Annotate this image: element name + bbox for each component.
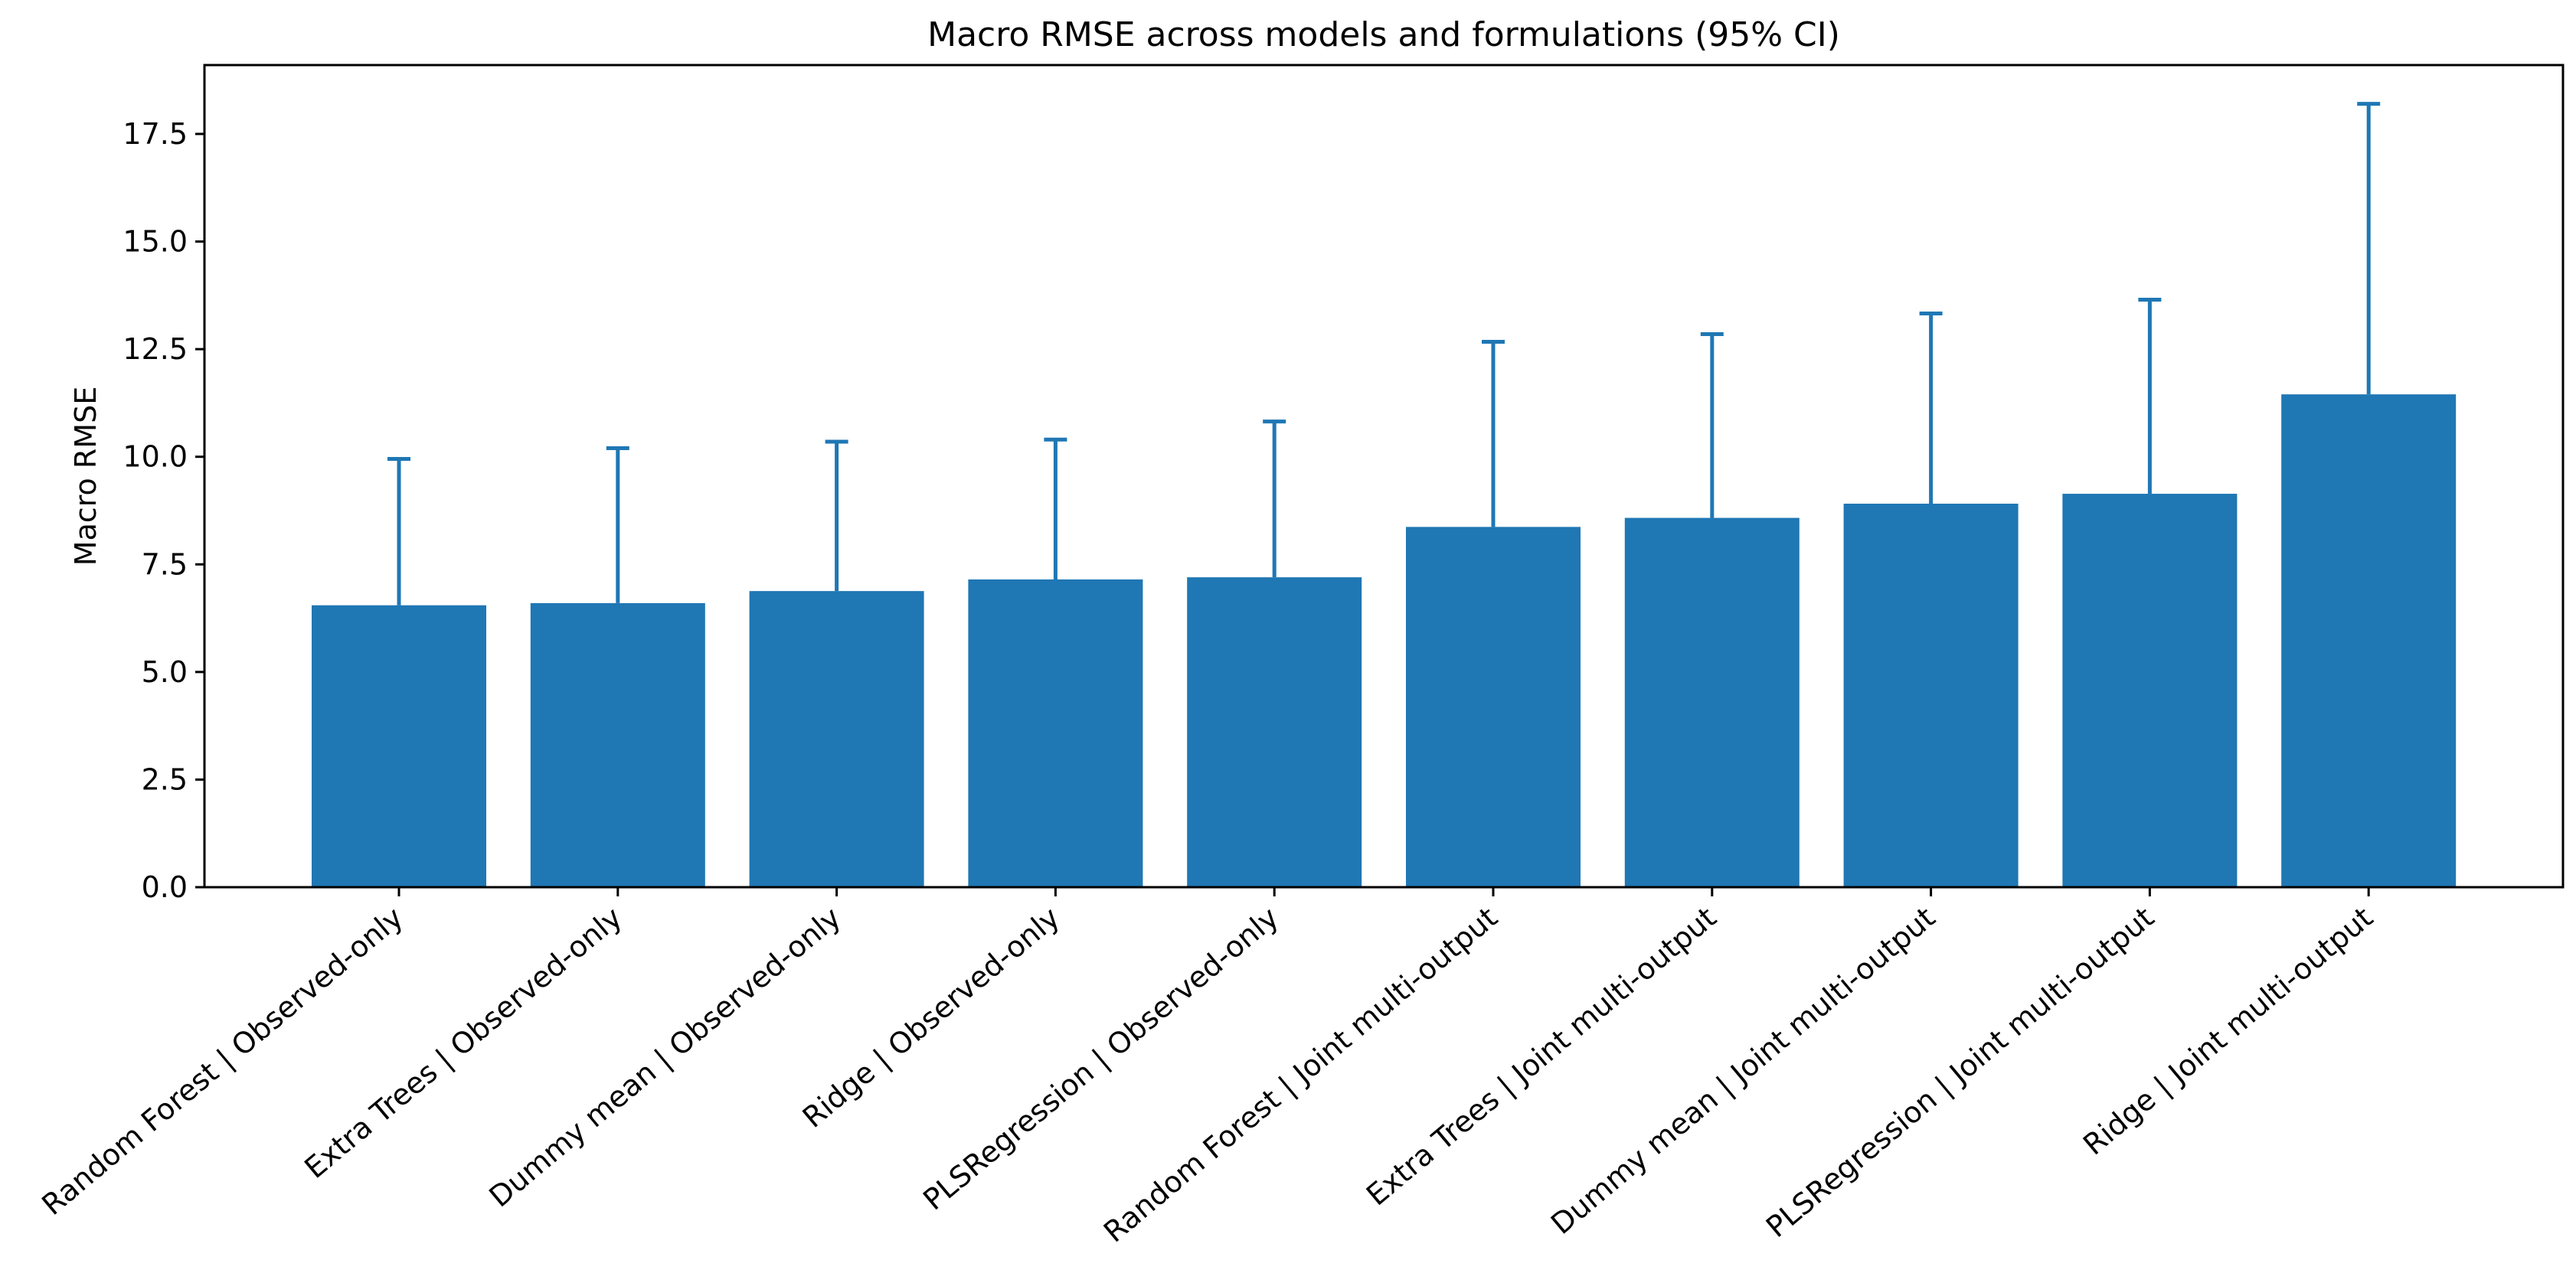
x-tick-label: Extra Trees | Joint multi-output xyxy=(1360,900,1723,1213)
y-tick-label: 15.0 xyxy=(123,225,188,259)
x-tick-label: Dummy mean | Observed-only xyxy=(483,900,848,1214)
bar xyxy=(1624,517,1800,887)
y-tick-label: 10.0 xyxy=(123,440,188,474)
y-axis: 0.0 2.5 5.0 7.5 10.0 12.5 15.0 17.5 xyxy=(123,117,204,904)
x-tick-label: PLSRegression | Joint multi-output xyxy=(1760,900,2161,1245)
bars-layer xyxy=(312,394,2457,887)
bar xyxy=(1406,527,1581,887)
y-tick-label: 2.5 xyxy=(142,762,188,796)
bar xyxy=(1187,577,1362,887)
y-axis-label: Macro RMSE xyxy=(69,387,103,566)
bar xyxy=(2062,494,2238,887)
bar xyxy=(2281,394,2457,887)
y-tick-label: 17.5 xyxy=(123,117,188,151)
x-tick-label: PLSRegression | Observed-only xyxy=(917,900,1285,1217)
x-tick-label: Random Forest | Joint multi-output xyxy=(1097,900,1504,1249)
y-tick-label: 0.0 xyxy=(142,870,188,904)
y-tick-label: 5.0 xyxy=(142,655,188,689)
bar xyxy=(1843,503,2019,887)
bar xyxy=(530,602,705,887)
bar xyxy=(968,579,1143,887)
x-tick-label: Random Forest | Observed-only xyxy=(35,900,410,1222)
y-tick-label: 12.5 xyxy=(123,332,188,366)
plot-frame xyxy=(203,64,2565,889)
bar xyxy=(312,605,486,887)
y-tick-label: 7.5 xyxy=(142,547,188,581)
error-bars-layer xyxy=(387,102,2381,605)
bar xyxy=(749,591,924,887)
x-axis: Random Forest | Observed-only Extra Trees… xyxy=(35,887,2380,1249)
chart-title: Macro RMSE across models and formulation… xyxy=(927,15,1840,54)
x-tick-label: Dummy mean | Joint multi-output xyxy=(1545,900,1942,1242)
